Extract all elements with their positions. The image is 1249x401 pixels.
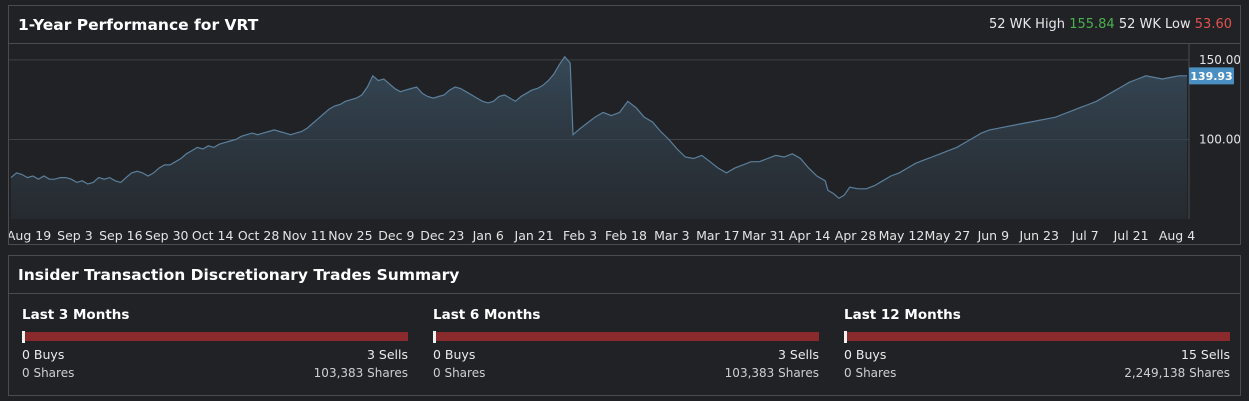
svg-text:139.93: 139.93 — [1190, 70, 1232, 83]
x-tick-label: Aug 19 — [9, 228, 51, 243]
x-tick-label: Jan 6 — [472, 228, 504, 243]
sell-shares: 103,383 Shares — [313, 366, 408, 380]
insider-summary-panel: Insider Transaction Discretionary Trades… — [8, 255, 1241, 396]
insider-group-6-months: Last 6 Months 0 Buys 3 Sells 0 Shares 10… — [433, 307, 819, 380]
x-tick-label: Oct 28 — [238, 228, 280, 243]
x-tick-label: Apr 28 — [835, 228, 877, 243]
x-tick-label: May 12 — [879, 228, 925, 243]
insider-group-12-months: Last 12 Months 0 Buys 15 Sells 0 Shares … — [844, 307, 1230, 380]
group-title: Last 3 Months — [22, 307, 130, 323]
buys-count: 0 Buys — [22, 347, 65, 362]
x-tick-label: Feb 3 — [563, 228, 597, 243]
performance-header: 1-Year Performance for VRT 52 WK High 15… — [9, 6, 1240, 44]
x-tick-label: Dec 9 — [378, 228, 414, 243]
x-tick-label: Nov 11 — [282, 228, 326, 243]
sells-count: 15 Sells — [1181, 347, 1230, 362]
x-tick-label: Nov 25 — [328, 228, 372, 243]
x-tick-label: Dec 23 — [420, 228, 464, 243]
buy-marker — [22, 331, 25, 343]
price-line — [10, 55, 1187, 200]
performance-panel: 1-Year Performance for VRT 52 WK High 15… — [8, 5, 1241, 245]
x-tick-label: Sep 3 — [57, 228, 93, 243]
buy-marker — [433, 331, 436, 343]
sell-shares: 103,383 Shares — [724, 366, 819, 380]
buys-count: 0 Buys — [844, 347, 887, 362]
x-tick-label: Jul 21 — [1113, 228, 1149, 243]
x-tick-label: Sep 16 — [99, 228, 142, 243]
buy-sell-bar — [433, 331, 819, 343]
group-title: Last 12 Months — [844, 307, 961, 323]
x-tick-label: Mar 3 — [654, 228, 690, 243]
insider-header: Insider Transaction Discretionary Trades… — [9, 256, 1240, 294]
insider-group-3-months: Last 3 Months 0 Buys 3 Sells 0 Shares 10… — [22, 307, 408, 380]
insider-title: Insider Transaction Discretionary Trades… — [18, 265, 460, 284]
x-tick-label: Oct 14 — [192, 228, 234, 243]
price-area — [11, 56, 1187, 220]
x-tick-label: Apr 14 — [789, 228, 831, 243]
x-tick-label: Feb 18 — [605, 228, 647, 243]
sells-count: 3 Sells — [366, 347, 408, 362]
buys-count: 0 Buys — [433, 347, 476, 362]
price-chart[interactable]: 150.00 100.00 Aug 19 Sep 3 Sep 16 Sep 30 Oct … — [9, 44, 1240, 244]
performance-title: 1-Year Performance for VRT — [18, 15, 259, 34]
high-label: 52 WK High — [988, 17, 1066, 32]
y-tick-label: 100.00 — [1199, 132, 1240, 146]
x-tick-label: Jun 23 — [1019, 228, 1059, 243]
buy-sell-bar — [844, 331, 1230, 343]
low-value: 53.60 — [1194, 17, 1232, 32]
group-title: Last 6 Months — [433, 307, 541, 323]
buy-marker — [844, 331, 847, 343]
current-price-tag: 139.93 — [1189, 67, 1234, 85]
x-tick-label: Sep 30 — [145, 228, 188, 243]
x-tick-label: Mar 17 — [696, 228, 739, 243]
sells-count: 3 Sells — [777, 347, 819, 362]
sell-shares: 2,249,138 Shares — [1124, 366, 1230, 380]
buy-shares: 0 Shares — [433, 366, 486, 380]
x-tick-label: Mar 31 — [742, 228, 785, 243]
buy-shares: 0 Shares — [22, 366, 75, 380]
buy-sell-bar — [22, 331, 408, 343]
high-value: 155.84 — [1069, 17, 1115, 32]
x-tick-label: Jan 21 — [514, 228, 554, 243]
y-tick-label: 150.00 — [1199, 53, 1240, 67]
buy-shares: 0 Shares — [844, 366, 897, 380]
x-tick-label: Jul 7 — [1071, 228, 1099, 243]
x-tick-label: Jun 9 — [977, 228, 1010, 243]
x-tick-label: May 27 — [925, 228, 971, 243]
fifty-two-week-range: 52 WK High 155.84 52 WK Low 53.60 — [989, 17, 1232, 32]
low-label: 52 WK Low — [1118, 17, 1191, 32]
x-tick-label: Aug 4 — [1159, 228, 1195, 243]
